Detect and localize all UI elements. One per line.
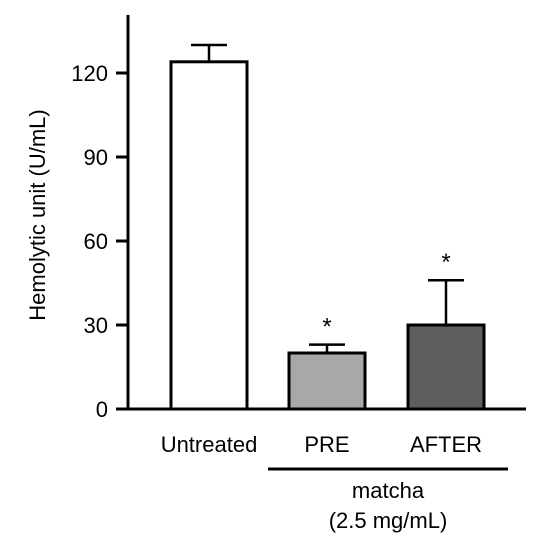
y-tick-label: 30	[84, 313, 108, 338]
x-tick-label-pre: PRE	[304, 432, 349, 457]
significance-star: *	[322, 314, 331, 341]
significance-markers: **	[322, 249, 450, 340]
bar-after	[406, 323, 486, 411]
y-tick-label: 120	[71, 61, 108, 86]
x-tick-label-untreated: Untreated	[161, 432, 258, 457]
y-ticks: 0 30 60 90 120	[71, 61, 128, 422]
bar-pre	[287, 351, 367, 411]
error-bars	[191, 43, 464, 353]
bar-untreated	[169, 60, 249, 411]
group-label-line2: (2.5 mg/mL)	[329, 508, 448, 533]
y-tick-label: 90	[84, 145, 108, 170]
y-axis-label: Hemolytic unit (U/mL)	[25, 109, 50, 320]
significance-star: *	[441, 249, 450, 276]
x-tick-labels: Untreated PRE AFTER	[161, 432, 482, 457]
group-label-line1: matcha	[352, 478, 425, 503]
y-tick-label: 0	[96, 397, 108, 422]
x-tick-label-after: AFTER	[410, 432, 482, 457]
y-tick-label: 60	[84, 229, 108, 254]
bars	[169, 60, 486, 411]
